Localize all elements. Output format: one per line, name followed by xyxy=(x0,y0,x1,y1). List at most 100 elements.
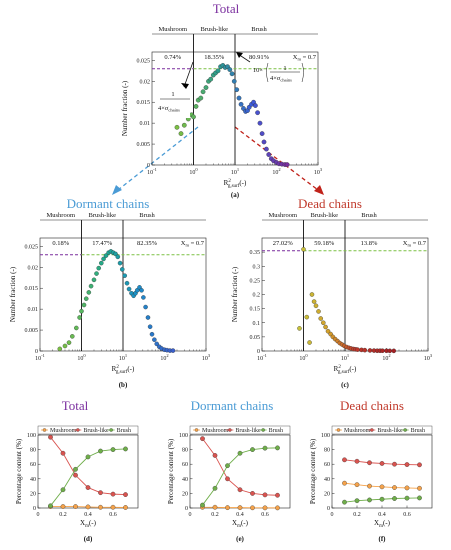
series-point xyxy=(417,495,422,501)
data-point xyxy=(124,280,130,286)
data-point xyxy=(261,139,267,145)
series-point xyxy=(379,496,385,502)
y-tick-label: 0.01 xyxy=(28,307,39,313)
data-point xyxy=(229,71,235,77)
y-tick-label: 0.25 xyxy=(250,278,261,284)
x-tick-label: 102 xyxy=(382,353,390,362)
data-point xyxy=(178,131,184,136)
y-tick-label: 0.005 xyxy=(137,142,151,148)
series-point xyxy=(60,450,66,456)
data-point xyxy=(174,124,180,130)
region-percent-mushroom: 0.18% xyxy=(52,240,69,247)
data-point xyxy=(215,68,221,74)
region-percent-brush: 82.35% xyxy=(137,240,158,247)
series-point xyxy=(48,503,53,509)
series-point xyxy=(110,491,116,497)
x-tick-label: 0.4 xyxy=(236,512,244,518)
series-point xyxy=(342,499,347,505)
panel-label-e: (e) xyxy=(236,535,244,543)
x-axis-label: Xm(-) xyxy=(80,519,97,529)
y-tick-label: 0 xyxy=(257,349,260,355)
legend-box xyxy=(189,425,291,435)
y-tick-label: 100 xyxy=(27,433,36,439)
series-point xyxy=(98,490,103,496)
data-point xyxy=(284,162,290,167)
y-tick-label: 0 xyxy=(147,163,150,169)
y-tick-label: 0.005 xyxy=(25,328,39,334)
y-axis-label: Percentage content (%) xyxy=(15,438,23,504)
data-point xyxy=(99,260,104,266)
data-point xyxy=(57,346,63,352)
y-tick-label: 60 xyxy=(30,462,36,468)
legend-swatch-marker xyxy=(76,428,80,432)
x-axis-label: Xm(-) xyxy=(232,519,249,529)
region-label-brush: Brush xyxy=(139,212,155,219)
data-point xyxy=(141,295,146,300)
title-total: Total xyxy=(213,1,240,16)
legend-label: Brush xyxy=(117,428,131,434)
data-point xyxy=(170,348,176,353)
panel-c: 0 0.05 0.1 0.15 0.2 0.25 0.3 0.35 10-1 100 101 102 1… xyxy=(231,212,433,375)
panel-label-d: (d) xyxy=(84,535,93,543)
x-axis-label: Xm(-) xyxy=(374,519,391,529)
series-point xyxy=(200,502,205,508)
data-point xyxy=(88,283,94,289)
data-point xyxy=(96,265,101,271)
x-tick-label: 100 xyxy=(189,167,198,176)
data-point xyxy=(66,340,72,345)
title-dead: Dead chains xyxy=(298,196,362,211)
legend-swatch-marker xyxy=(336,428,341,432)
x-tick-label: 0.6 xyxy=(403,512,411,518)
y-tick-label: 0.1 xyxy=(253,321,261,327)
data-point xyxy=(86,290,92,295)
region-label-mushroom: Mushroom xyxy=(46,212,75,219)
series-point xyxy=(354,482,360,488)
annotation-right-denominator: 4×σchains xyxy=(270,75,292,83)
series-point xyxy=(225,505,230,511)
x-tick-label: 0 xyxy=(331,512,334,518)
region-percent-brushlike: 59.18% xyxy=(314,240,335,247)
series-point xyxy=(262,445,268,451)
legend-label: Mushroom xyxy=(344,428,371,434)
data-point xyxy=(81,302,87,308)
data-point xyxy=(367,348,373,353)
data-point xyxy=(126,286,132,292)
data-point xyxy=(297,326,302,331)
panel-a: 0 0.005 0.01 0.015 0.02 0.025 10-1 100 101 102 103… xyxy=(121,26,323,189)
series-point xyxy=(73,504,78,509)
data-point xyxy=(94,271,99,276)
y-tick-label: 0.025 xyxy=(25,244,39,250)
series-point xyxy=(98,504,103,510)
series-point xyxy=(60,487,66,493)
data-point xyxy=(152,337,157,342)
title-dormant: Dormant chains xyxy=(67,196,150,211)
data-point xyxy=(362,347,368,353)
legend-swatch-marker xyxy=(42,428,47,432)
y-tick-label: 0 xyxy=(327,506,330,512)
x-tick-label: 0.6 xyxy=(261,512,269,518)
y-tick-label: 0 xyxy=(185,506,188,512)
x-axis-label: R2 g,surf(-) xyxy=(224,179,247,189)
data-point xyxy=(236,95,242,101)
annotation-right-prefix: 10× xyxy=(253,67,264,74)
panel-label-c: (c) xyxy=(341,381,349,389)
y-tick-label: 0.015 xyxy=(25,286,39,292)
data-point xyxy=(263,146,269,152)
data-point xyxy=(91,277,97,283)
data-point xyxy=(234,87,240,93)
y-axis-label: Number fraction (-) xyxy=(9,266,17,322)
y-tick-label: 0.025 xyxy=(137,58,151,64)
data-point xyxy=(231,78,237,84)
data-point xyxy=(70,334,75,339)
y-axis-label: Number fraction (-) xyxy=(231,266,239,322)
series-point xyxy=(200,436,205,442)
panel-d: 0 20 40 60 80 100 0 0.2 0.4 0.6 Mushroom Brush-like… xyxy=(15,425,139,543)
series-point xyxy=(275,492,280,498)
series-point xyxy=(404,462,410,467)
data-point xyxy=(391,348,397,354)
xm-value-label: Xm = 0.7 xyxy=(403,240,427,248)
region-percent-mushroom: 27.02% xyxy=(273,240,294,247)
data-point xyxy=(191,114,196,120)
annotation-right-paren-left xyxy=(266,62,269,83)
xm-value-label: Xm = 0.7 xyxy=(181,240,205,248)
